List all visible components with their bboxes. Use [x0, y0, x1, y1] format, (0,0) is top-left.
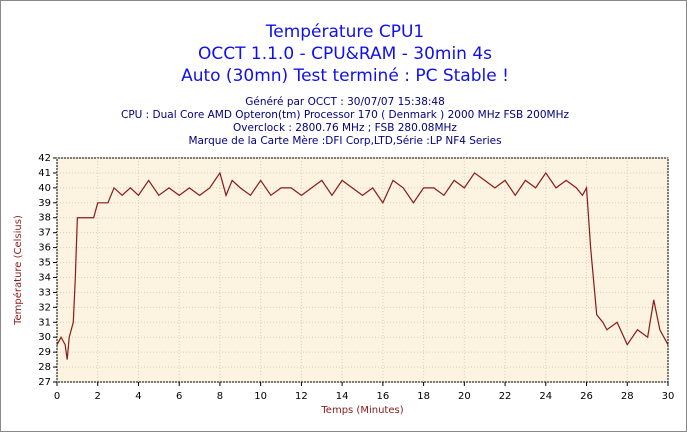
subtitle: Généré par OCCT : 30/07/07 15:38:48	[245, 96, 445, 108]
y-tick-label: 36	[38, 243, 51, 254]
x-tick-label: 22	[499, 391, 512, 402]
y-tick-label: 27	[38, 377, 51, 388]
y-tick-label: 29	[38, 347, 51, 358]
x-tick-label: 12	[295, 391, 308, 402]
x-tick-label: 20	[458, 391, 471, 402]
y-tick-label: 42	[38, 153, 51, 164]
x-tick-label: 30	[662, 391, 675, 402]
y-tick-label: 28	[38, 362, 51, 373]
y-tick-label: 37	[38, 228, 51, 239]
x-tick-label: 16	[376, 391, 389, 402]
y-tick-label: 34	[38, 272, 51, 283]
y-tick-label: 32	[38, 302, 51, 313]
x-tick-label: 24	[539, 391, 552, 402]
y-tick-label: 38	[38, 213, 51, 224]
y-tick-label: 35	[38, 258, 51, 269]
subtitle: CPU : Dual Core AMD Opteron(tm) Processo…	[121, 109, 570, 121]
y-tick-label: 41	[38, 168, 51, 179]
x-axis-label: Temps (Minutes)	[320, 405, 403, 416]
x-tick-label: 4	[135, 391, 141, 402]
y-tick-label: 33	[38, 287, 51, 298]
subtitle: Overclock : 2800.76 MHz ; FSB 280.08MHz	[233, 122, 457, 134]
chart-title: OCCT 1.1.0 - CPU&RAM - 30min 4s	[198, 44, 492, 64]
x-tick-label: 2	[95, 391, 101, 402]
subtitle: Marque de la Carte Mère :DFI Corp,LTD,Sé…	[188, 135, 501, 147]
data-line	[56, 171, 669, 360]
y-axis-label: Température (Celsius)	[12, 215, 24, 326]
y-tick-label: 40	[38, 183, 51, 194]
x-tick-label: 14	[336, 391, 349, 402]
x-tick-label: 18	[417, 391, 430, 402]
x-tick-label: 28	[621, 391, 634, 402]
y-tick-label: 30	[38, 332, 51, 343]
plot-area	[56, 157, 669, 383]
x-tick-label: 6	[176, 391, 182, 402]
x-tick-label: 10	[254, 391, 267, 402]
y-tick-label: 39	[38, 198, 51, 209]
chart-title: Auto (30mn) Test terminé : PC Stable !	[181, 66, 509, 86]
x-tick-label: 8	[217, 391, 223, 402]
x-tick-label: 0	[54, 391, 60, 402]
chart-title: Température CPU1	[265, 22, 424, 42]
y-tick-label: 31	[38, 317, 51, 328]
x-tick-label: 26	[580, 391, 593, 402]
